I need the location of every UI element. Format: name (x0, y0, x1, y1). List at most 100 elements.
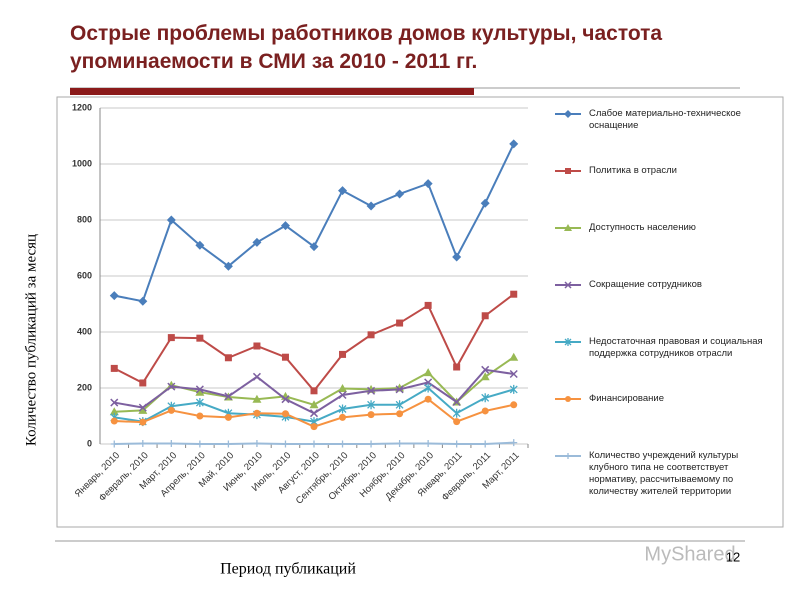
marker (109, 291, 119, 301)
marker (223, 261, 233, 271)
legend-item: Доступность населению (553, 222, 778, 279)
marker (167, 439, 175, 447)
marker (453, 440, 461, 448)
legend-swatch (555, 281, 581, 289)
marker (564, 338, 572, 346)
legend-item: Недостаточная правовая и социальная подд… (553, 336, 778, 393)
marker (195, 240, 205, 250)
marker (139, 439, 147, 447)
marker (564, 110, 572, 118)
marker (396, 439, 404, 447)
marker (195, 398, 204, 408)
marker (453, 418, 461, 426)
chart-frame (56, 96, 784, 528)
marker (424, 301, 432, 309)
marker (452, 408, 461, 418)
marker (367, 440, 375, 448)
marker (338, 390, 347, 400)
marker (252, 372, 261, 381)
marker (252, 237, 262, 247)
legend-swatch (555, 396, 581, 402)
legend-item: Политика в отрасли (553, 165, 778, 222)
marker (367, 331, 375, 339)
marker (109, 407, 119, 416)
marker (310, 440, 318, 448)
marker (481, 393, 490, 403)
slide-title: Острые проблемы работников домов культур… (70, 22, 663, 73)
marker (110, 440, 118, 448)
marker (139, 418, 147, 426)
marker (510, 401, 518, 409)
y-tick-label: 400 (77, 326, 92, 336)
marker (309, 400, 319, 409)
marker (224, 392, 233, 401)
marker (481, 365, 490, 374)
legend-label: Политика в отрасли (589, 165, 677, 176)
marker (565, 453, 571, 459)
y-tick-label: 600 (77, 270, 92, 280)
marker (280, 221, 290, 231)
marker (110, 398, 119, 407)
marker (195, 385, 204, 394)
marker (224, 354, 232, 362)
marker (310, 423, 318, 431)
marker (309, 242, 319, 252)
marker (510, 290, 518, 298)
marker (253, 409, 261, 417)
marker (481, 407, 489, 415)
marker (196, 412, 204, 420)
legend-swatch (555, 110, 581, 118)
marker (453, 363, 461, 371)
legend-label: Доступность населению (589, 222, 696, 233)
marker (509, 352, 519, 361)
marker (139, 379, 147, 387)
marker (167, 382, 176, 391)
marker (166, 215, 176, 225)
legend-label: Финансирование (589, 393, 664, 404)
marker (339, 350, 347, 358)
marker (509, 384, 518, 394)
legend-item: Сокращение сотрудников (553, 279, 778, 336)
legend-swatch (555, 224, 581, 231)
marker (510, 439, 518, 447)
marker (196, 440, 204, 448)
marker (310, 387, 318, 395)
legend: Слабое материально-техническое оснащение… (553, 108, 778, 510)
marker (196, 334, 204, 342)
divider-bar (70, 88, 474, 95)
marker (424, 439, 432, 447)
y-axis-label: Количество публикаций за месяц (23, 234, 39, 446)
marker (481, 312, 489, 320)
legend-label: Сокращение сотрудников (589, 279, 702, 290)
marker (224, 413, 232, 421)
marker (424, 378, 433, 387)
y-tick-label: 1000 (72, 158, 92, 168)
marker (167, 406, 175, 414)
marker (480, 198, 490, 208)
marker (564, 224, 572, 231)
marker (338, 384, 348, 393)
legend-item: Количество учреждений культуры клубного … (553, 450, 778, 510)
marker (565, 396, 571, 402)
x-axis-label: Период публикаций (220, 561, 356, 578)
marker (424, 383, 433, 393)
y-tick-label: 1200 (72, 102, 92, 112)
marker (281, 410, 289, 418)
marker (224, 440, 232, 448)
marker (338, 186, 348, 196)
marker (110, 364, 118, 372)
marker (138, 403, 147, 412)
marker (339, 440, 347, 448)
marker (339, 413, 347, 421)
marker (423, 179, 433, 189)
marker (366, 201, 376, 211)
marker (481, 440, 489, 448)
legend-swatch (555, 453, 581, 459)
marker (253, 439, 261, 447)
y-tick-label: 0 (87, 438, 92, 448)
legend-swatch (555, 168, 581, 174)
marker (367, 386, 376, 395)
marker (367, 411, 375, 419)
